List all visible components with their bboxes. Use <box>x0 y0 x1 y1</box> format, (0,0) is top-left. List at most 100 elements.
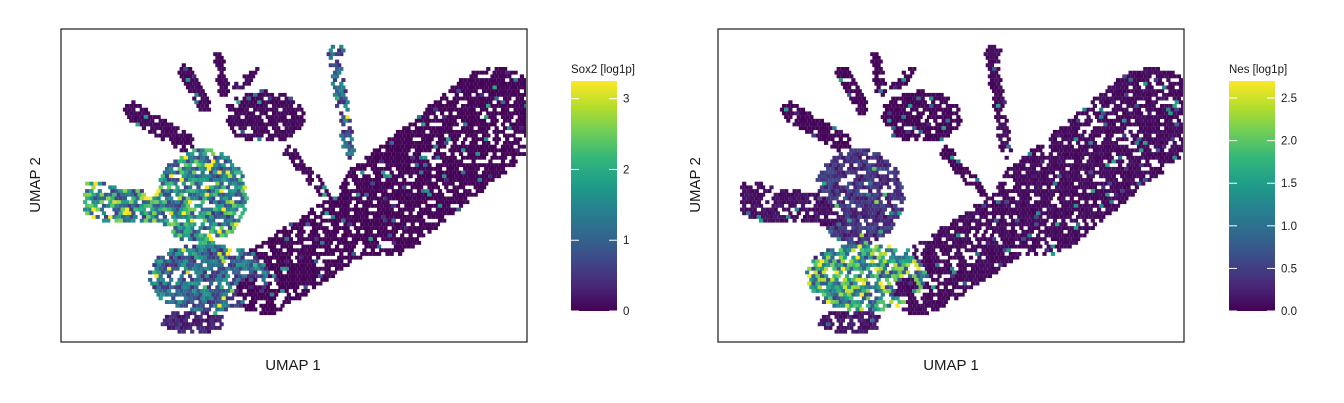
hexbin-cell <box>221 303 226 308</box>
hexbin-cell <box>272 104 277 108</box>
hexbin-cell <box>366 240 371 245</box>
hexbin-cell <box>209 281 214 286</box>
hexbin-cell <box>1084 229 1089 234</box>
hexbin-cell <box>421 218 426 223</box>
hexbin-cell <box>1105 89 1110 94</box>
hexbin-cell <box>437 144 443 149</box>
hexbin-cell <box>190 233 195 238</box>
hexbin-cell <box>983 200 988 205</box>
hexbin-cell <box>416 196 422 201</box>
hexbin-cell <box>477 163 482 168</box>
hexbin-cell <box>1052 174 1058 179</box>
hexbin-cell <box>242 281 247 286</box>
hexbin-cell <box>326 274 331 279</box>
hexbin-cell <box>177 322 182 327</box>
hexbin-cell <box>1084 207 1089 212</box>
hexbin-cell <box>437 203 443 208</box>
hexbin-cell <box>419 229 424 234</box>
hexbin-cell <box>897 211 902 216</box>
hexbin-cell <box>964 233 969 238</box>
hexbin-cell <box>998 122 1003 127</box>
hexbin-cell <box>335 237 340 242</box>
hexbin-cell <box>1076 111 1081 116</box>
hexbin-cell <box>1052 144 1058 149</box>
hexbin-cell <box>324 226 329 230</box>
hexbin-cell <box>265 255 270 260</box>
hexbin-cell <box>263 89 268 94</box>
hexbin-cell <box>339 200 344 205</box>
hexbin-cell <box>183 318 188 323</box>
hexbin-cell <box>830 174 835 179</box>
hexbin-cell <box>427 215 432 219</box>
hexbin-cell <box>905 122 911 127</box>
hexbin-cell <box>301 170 306 175</box>
hexbin-cell <box>943 115 948 119</box>
hexbin-cell <box>299 233 304 238</box>
hexbin-cell <box>1073 226 1079 230</box>
hexbin-cell <box>301 237 306 242</box>
hexbin-cell <box>899 185 904 190</box>
hexbin-cell <box>349 255 354 260</box>
hexbin-cell <box>171 266 176 271</box>
hexbin-cell <box>758 196 764 201</box>
hexbin-cell <box>874 222 879 227</box>
hexbin-cell <box>1113 170 1118 175</box>
hexbin-cell <box>1063 163 1068 168</box>
hexbin-cell <box>391 226 396 230</box>
hexbin-cell <box>985 48 990 53</box>
hexbin-cell <box>341 92 346 97</box>
hexbin-cell <box>267 303 272 308</box>
hexbin-cell <box>866 222 871 227</box>
hexbin-cell <box>836 133 841 138</box>
hexbin-cell <box>1036 203 1041 208</box>
hexbin-cell <box>1059 185 1064 190</box>
hexbin-cell <box>979 207 984 212</box>
hexbin-cell <box>181 322 186 327</box>
hexbin-cell <box>1153 100 1158 105</box>
hexbin-cell <box>876 226 881 230</box>
hexbin-cell <box>1061 152 1066 156</box>
hexbin-cell <box>863 211 869 216</box>
hexbin-cell <box>1052 226 1058 230</box>
hexbin-cell <box>452 104 457 108</box>
hexbin-cell <box>847 92 852 97</box>
hexbin-cell <box>391 181 396 186</box>
hexbin-cell <box>188 207 193 212</box>
hexbin-cell <box>779 189 785 193</box>
hexbin-cell <box>494 163 499 168</box>
hexbin-cell <box>962 170 967 175</box>
hexbin-cell <box>290 248 296 253</box>
hexbin-cell <box>452 133 457 138</box>
hexbin-cell <box>1063 200 1068 205</box>
hexbin-cell <box>356 163 361 168</box>
hexbin-cell <box>175 289 180 293</box>
hexbin-cell <box>994 211 999 216</box>
hexbin-cell <box>351 215 356 219</box>
hexbin-cell <box>962 229 967 234</box>
hexbin-cell <box>318 192 323 197</box>
hexbin-cell <box>779 107 785 112</box>
hexbin-cell <box>798 126 803 131</box>
hexbin-cell <box>419 222 424 227</box>
hexbin-cell <box>328 196 333 201</box>
hexbin-cell <box>381 200 386 205</box>
hexbin-cell <box>412 152 417 156</box>
hexbin-cell <box>918 100 923 105</box>
hexbin-cell <box>891 192 896 197</box>
hexbin-cell <box>307 255 312 260</box>
hexbin-cell <box>1034 148 1039 153</box>
hexbin-cell <box>377 222 382 227</box>
hexbin-cell <box>314 237 319 242</box>
hexbin-cell <box>498 67 503 71</box>
hexbin-cell <box>200 259 205 264</box>
hexbin-cell <box>303 285 308 290</box>
hexbin-cell <box>374 211 380 216</box>
hexbin-cell <box>968 218 974 223</box>
hexbin-cell <box>1052 166 1058 171</box>
hexbin-cell <box>1029 155 1034 160</box>
hexbin-cell <box>1157 129 1163 134</box>
hexbin-cell <box>1040 218 1045 223</box>
hexbin-cell <box>309 237 314 242</box>
hexbin-cell <box>267 237 272 242</box>
hexbin-cell <box>1120 174 1125 179</box>
